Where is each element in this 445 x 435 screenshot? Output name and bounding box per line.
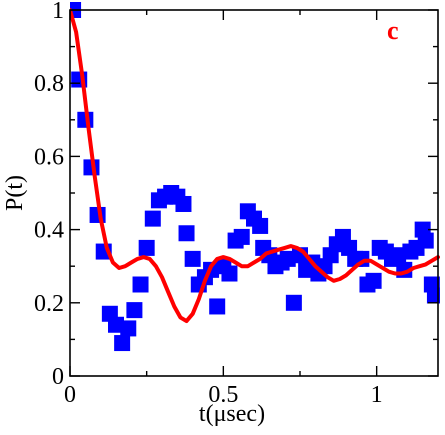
y-tick-label: 0.6 (34, 144, 64, 170)
y-tick-label: 1 (52, 0, 64, 24)
data-point (279, 250, 296, 267)
data-point (132, 276, 149, 293)
axis-ticks: 0 0.5 1 0 0.2 0.4 0.6 0.8 1 (34, 0, 438, 408)
data-point (120, 320, 137, 337)
data-point (138, 239, 155, 256)
data-point (108, 316, 124, 333)
x-axis-label: t(μsec) (199, 401, 265, 427)
data-point (175, 195, 192, 212)
data-point (285, 294, 302, 311)
data-point (114, 335, 131, 352)
data-point (178, 225, 195, 242)
data-point (417, 232, 434, 249)
x-tick-label: 1 (371, 382, 383, 408)
data-point (184, 250, 201, 267)
x-tick-label: 0 (64, 382, 76, 408)
data-point (126, 302, 143, 319)
y-tick-label: 0.4 (34, 218, 64, 244)
panel-label: c (387, 16, 399, 45)
data-point (209, 298, 226, 315)
x-tick-label: 0.5 (208, 382, 238, 408)
data-point (221, 265, 238, 282)
y-tick-label: 0.2 (34, 291, 64, 317)
data-point (390, 247, 407, 264)
data-point (233, 228, 250, 245)
plot-content (70, 2, 440, 352)
fit-curve (70, 8, 440, 324)
data-point (365, 272, 382, 289)
data-point (426, 287, 440, 304)
data-point (144, 210, 161, 227)
y-tick-label: 0.8 (34, 71, 64, 97)
data-point (252, 217, 269, 234)
y-axis-label: P(t) (2, 175, 28, 211)
y-tick-label: 0 (52, 364, 64, 390)
